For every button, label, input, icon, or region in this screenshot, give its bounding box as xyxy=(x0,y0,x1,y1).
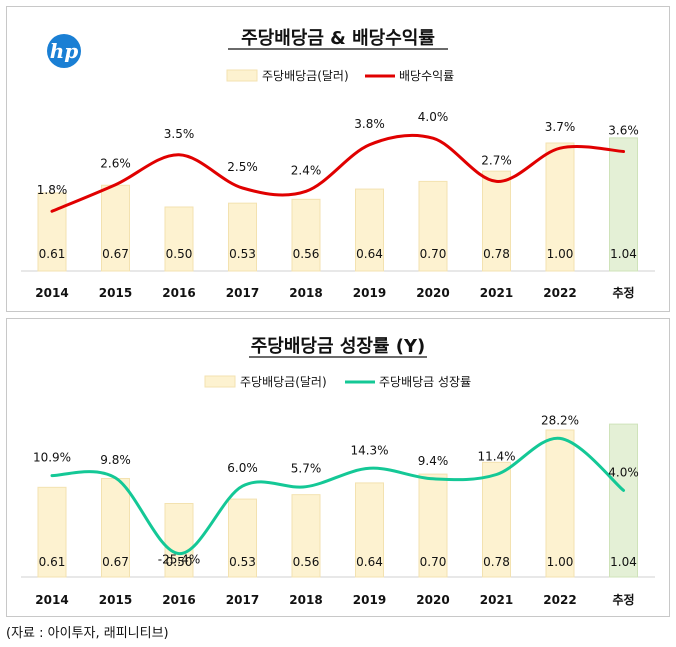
chart2-bar-label-2021: 0.78 xyxy=(483,555,510,569)
chart2-bar-2018 xyxy=(291,494,321,578)
chart2-x-tick-2020: 2020 xyxy=(416,593,449,607)
chart1-line-label-추정: 3.6% xyxy=(608,123,639,137)
chart1-x-tick-2020: 2020 xyxy=(416,286,449,300)
dividend-growth-chart: 주당배당금 성장률 (Y) 주당배당금(달러) 주당배당금 성장률 0.61 20… xyxy=(21,336,655,607)
chart1-line-label-2017: 2.5% xyxy=(227,160,258,174)
chart2-legend: 주당배당금(달러) 주당배당금 성장률 xyxy=(204,375,471,389)
chart1-bar-label-2017: 0.53 xyxy=(229,247,256,261)
chart2-bar-label-2019: 0.64 xyxy=(356,555,383,569)
chart1-bar-label-2016: 0.50 xyxy=(166,247,193,261)
chart1-x-tick-추정: 추정 xyxy=(612,285,634,300)
chart2-title: 주당배당금 성장률 (Y) xyxy=(251,336,426,357)
chart2-line-label-2015: 9.8% xyxy=(100,453,131,467)
chart1-bar-2016 xyxy=(164,206,194,272)
chart2-legend-line-label: 주당배당금 성장률 xyxy=(379,375,471,389)
chart2-bar-2014 xyxy=(37,486,67,578)
chart2-bar-label-2016: 0.50 xyxy=(166,555,193,569)
chart2-bar-2015 xyxy=(101,478,130,578)
chart1-bar-label-2018: 0.56 xyxy=(293,247,320,261)
chart2-bar-label-2022: 1.00 xyxy=(547,555,574,569)
chart2-x-tick-추정: 추정 xyxy=(612,592,634,607)
chart2-line-label-2020: 9.4% xyxy=(418,454,449,468)
chart1-bar-label-2021: 0.78 xyxy=(483,247,510,261)
chart2-bar-2016 xyxy=(164,503,194,578)
chart1-x-tick-2015: 2015 xyxy=(99,286,132,300)
chart1-bar-label-추정: 1.04 xyxy=(610,247,637,261)
chart2-bar-label-2014: 0.61 xyxy=(39,555,66,569)
chart2-bar-2022 xyxy=(545,429,575,578)
chart1-bar-2019 xyxy=(355,188,384,272)
chart2-x-tick-2015: 2015 xyxy=(99,593,132,607)
chart2-bar-label-2015: 0.67 xyxy=(102,555,129,569)
chart2-line-label-2017: 6.0% xyxy=(227,461,258,475)
chart1-line-label-2014: 1.8% xyxy=(37,183,68,197)
chart1-bar-label-2019: 0.64 xyxy=(356,247,383,261)
chart1-bar-추정 xyxy=(609,137,638,272)
chart1-bar-label-2022: 1.00 xyxy=(547,247,574,261)
chart1-x-tick-2016: 2016 xyxy=(162,286,195,300)
hp-logo-text: hp xyxy=(50,39,79,63)
chart2-line-label-2018: 5.7% xyxy=(291,462,322,476)
chart2-x-tick-2017: 2017 xyxy=(226,593,259,607)
chart2-line-label-2019: 14.3% xyxy=(350,443,388,457)
chart1-line-label-2020: 4.0% xyxy=(418,110,449,124)
chart1-bar-2020 xyxy=(418,180,448,272)
chart1-x-tick-2019: 2019 xyxy=(353,286,386,300)
chart2-line-label-2022: 28.2% xyxy=(541,413,579,427)
chart1-x-tick-2014: 2014 xyxy=(35,286,68,300)
chart2-bar-label-2020: 0.70 xyxy=(420,555,447,569)
chart1-x-tick-2017: 2017 xyxy=(226,286,259,300)
chart1-bar-label-2020: 0.70 xyxy=(420,247,447,261)
chart2-x-tick-2016: 2016 xyxy=(162,593,195,607)
chart1-bar-2018 xyxy=(291,198,321,272)
dividend-yield-chart: hp 주당배당금 & 배당수익률 주당배당금(달러) 배당수익률 0.61 201… xyxy=(21,28,655,300)
chart2-bar-2017 xyxy=(228,498,257,578)
dividend-growth-chart-panel: 주당배당금 성장률 (Y) 주당배당금(달러) 주당배당금 성장률 0.61 20… xyxy=(6,318,670,617)
chart2-bar-추정 xyxy=(609,423,638,578)
chart1-bar-2022 xyxy=(545,142,575,272)
chart1-legend-bar-swatch xyxy=(226,69,258,82)
chart1-x-tick-2021: 2021 xyxy=(480,286,513,300)
chart1-line-label-2019: 3.8% xyxy=(354,117,385,131)
chart1-legend-line-label: 배당수익률 xyxy=(399,69,454,83)
chart2-x-tick-2014: 2014 xyxy=(35,593,68,607)
chart1-line-label-2016: 3.5% xyxy=(164,127,195,141)
chart2-legend-bar-swatch xyxy=(204,375,236,388)
dividend-yield-chart-panel: hp 주당배당금 & 배당수익률 주당배당금(달러) 배당수익률 0.61 201… xyxy=(6,6,670,312)
chart1-x-tick-2022: 2022 xyxy=(543,286,576,300)
hp-logo-icon: hp xyxy=(47,34,81,68)
chart1-line-label-2015: 2.6% xyxy=(100,157,131,171)
chart1-bar-label-2014: 0.61 xyxy=(39,247,66,261)
chart2-x-tick-2018: 2018 xyxy=(289,593,322,607)
chart1-line-label-2022: 3.7% xyxy=(545,120,576,134)
chart2-bar-2021 xyxy=(482,461,511,578)
chart1-bar-label-2015: 0.67 xyxy=(102,247,129,261)
chart2-x-tick-2021: 2021 xyxy=(480,593,513,607)
chart1-legend: 주당배당금(달러) 배당수익률 xyxy=(226,69,454,83)
chart2-bar-2020 xyxy=(418,473,448,578)
chart1-line-label-2018: 2.4% xyxy=(291,163,322,177)
chart2-bar-2019 xyxy=(355,482,384,578)
hp-logo-circle xyxy=(47,34,81,68)
chart2-bar-label-추정: 1.04 xyxy=(610,555,637,569)
chart2-legend-bar-label: 주당배당금(달러) xyxy=(240,375,327,389)
chart1-legend-bar-label: 주당배당금(달러) xyxy=(262,69,349,83)
chart1-x-tick-2018: 2018 xyxy=(289,286,322,300)
chart2-x-tick-2019: 2019 xyxy=(353,593,386,607)
chart1-bar-2021 xyxy=(482,170,511,272)
chart2-bar-label-2017: 0.53 xyxy=(229,555,256,569)
chart2-line-label-2016: -25.4% xyxy=(158,553,200,567)
chart1-bar-2017 xyxy=(228,202,257,272)
chart2-line-label-2014: 10.9% xyxy=(33,451,71,465)
source-note: (자료 : 아이투자, 래피니티브) xyxy=(6,626,169,641)
chart1-line-label-2021: 2.7% xyxy=(481,153,512,167)
chart2-line-label-추정: 4.0% xyxy=(608,465,639,479)
chart1-line-series xyxy=(50,133,625,213)
chart2-line-series xyxy=(50,436,625,556)
chart1-title: 주당배당금 & 배당수익률 xyxy=(241,28,435,49)
chart2-x-tick-2022: 2022 xyxy=(543,593,576,607)
chart2-line-label-2021: 11.4% xyxy=(477,449,515,463)
chart2-bar-label-2018: 0.56 xyxy=(293,555,320,569)
